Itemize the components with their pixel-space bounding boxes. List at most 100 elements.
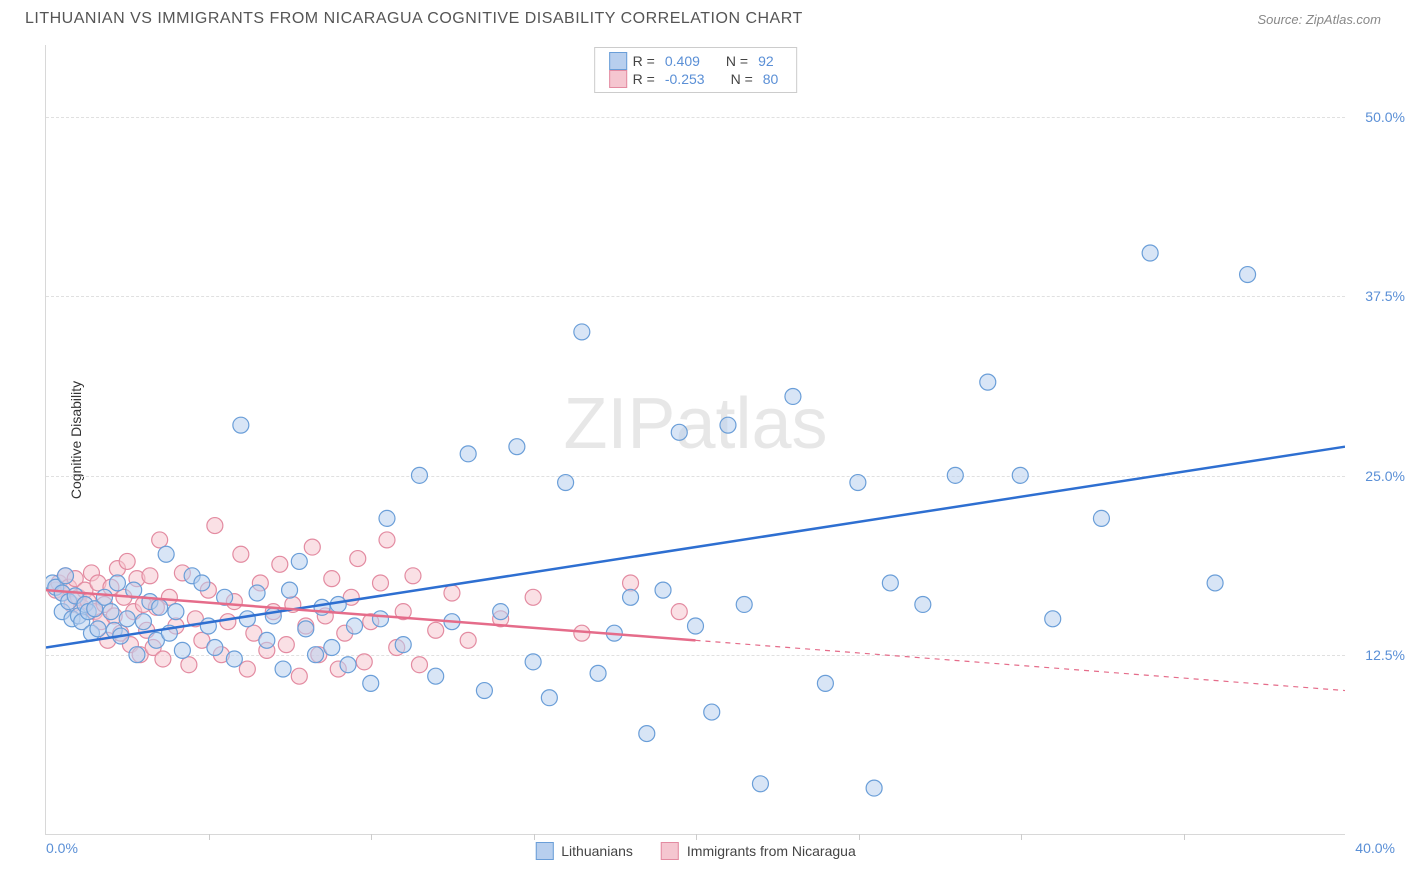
x-tick — [696, 834, 697, 840]
scatter-point — [493, 604, 509, 620]
scatter-point — [129, 647, 145, 663]
scatter-point — [239, 661, 255, 677]
scatter-point — [158, 546, 174, 562]
chart-title: LITHUANIAN VS IMMIGRANTS FROM NICARAGUA … — [25, 10, 803, 28]
scatter-point — [90, 621, 106, 637]
scatter-point — [428, 622, 444, 638]
scatter-point — [363, 675, 379, 691]
scatter-point — [509, 439, 525, 455]
scatter-point — [291, 553, 307, 569]
x-tick — [209, 834, 210, 840]
scatter-point — [525, 589, 541, 605]
scatter-point — [152, 599, 168, 615]
scatter-point — [460, 446, 476, 462]
scatter-point — [574, 324, 590, 340]
scatter-point — [736, 596, 752, 612]
scatter-point — [152, 532, 168, 548]
scatter-point — [249, 585, 265, 601]
scatter-point — [444, 585, 460, 601]
scatter-point — [324, 640, 340, 656]
scatter-point — [109, 575, 125, 591]
chart-area: Cognitive Disability ZIPatlas R = 0.409 … — [45, 45, 1345, 835]
scatter-point — [207, 640, 223, 656]
scatter-point — [259, 632, 275, 648]
swatch-series-a — [609, 52, 627, 70]
scatter-point — [623, 589, 639, 605]
scatter-point — [590, 665, 606, 681]
x-tick — [1021, 834, 1022, 840]
scatter-point — [720, 417, 736, 433]
scatter-point — [411, 467, 427, 483]
swatch-bottom-a — [535, 842, 553, 860]
scatter-point — [340, 657, 356, 673]
scatter-point — [135, 614, 151, 630]
scatter-point — [272, 556, 288, 572]
scatter-point — [1045, 611, 1061, 627]
scatter-point — [298, 621, 314, 637]
scatter-point — [103, 604, 119, 620]
scatter-point — [671, 424, 687, 440]
plot-area: ZIPatlas R = 0.409 N = 92 R = -0.253 N =… — [45, 45, 1345, 835]
y-tick-label: 25.0% — [1365, 468, 1405, 484]
legend-bottom: Lithuanians Immigrants from Nicaragua — [535, 842, 855, 860]
scatter-point — [174, 642, 190, 658]
scatter-point — [1207, 575, 1223, 591]
scatter-point — [119, 611, 135, 627]
y-tick-label: 12.5% — [1365, 647, 1405, 663]
scatter-point — [558, 475, 574, 491]
scatter-point — [119, 553, 135, 569]
scatter-point — [1012, 467, 1028, 483]
scatter-point — [308, 647, 324, 663]
scatter-point — [278, 637, 294, 653]
scatter-point — [96, 589, 112, 605]
plot-svg — [46, 45, 1345, 834]
scatter-point — [207, 518, 223, 534]
scatter-point — [671, 604, 687, 620]
scatter-point — [1093, 510, 1109, 526]
scatter-point — [752, 776, 768, 792]
legend-stats-row-a: R = 0.409 N = 92 — [609, 52, 783, 70]
scatter-point — [1142, 245, 1158, 261]
chart-source: Source: ZipAtlas.com — [1257, 12, 1381, 27]
scatter-point — [850, 475, 866, 491]
scatter-point — [541, 690, 557, 706]
scatter-point — [324, 571, 340, 587]
scatter-point — [181, 657, 197, 673]
scatter-point — [239, 611, 255, 627]
legend-item-a: Lithuanians — [535, 842, 633, 860]
swatch-bottom-b — [661, 842, 679, 860]
chart-header: LITHUANIAN VS IMMIGRANTS FROM NICARAGUA … — [0, 0, 1406, 36]
scatter-point — [1240, 267, 1256, 283]
scatter-point — [882, 575, 898, 591]
y-tick-label: 37.5% — [1365, 288, 1405, 304]
scatter-point — [395, 637, 411, 653]
scatter-point — [379, 532, 395, 548]
legend-stats-row-b: R = -0.253 N = 80 — [609, 70, 783, 88]
scatter-point — [220, 614, 236, 630]
x-tick — [371, 834, 372, 840]
scatter-point — [623, 575, 639, 591]
scatter-point — [866, 780, 882, 796]
scatter-point — [142, 568, 158, 584]
scatter-point — [688, 618, 704, 634]
scatter-point — [785, 388, 801, 404]
scatter-point — [356, 654, 372, 670]
scatter-point — [379, 510, 395, 526]
scatter-point — [330, 596, 346, 612]
scatter-point — [226, 651, 242, 667]
scatter-point — [57, 568, 73, 584]
scatter-point — [639, 726, 655, 742]
scatter-point — [704, 704, 720, 720]
scatter-point — [980, 374, 996, 390]
scatter-point — [817, 675, 833, 691]
scatter-point — [350, 551, 366, 567]
scatter-point — [291, 668, 307, 684]
scatter-point — [525, 654, 541, 670]
legend-item-b: Immigrants from Nicaragua — [661, 842, 856, 860]
scatter-point — [411, 657, 427, 673]
scatter-point — [233, 417, 249, 433]
x-tick-min: 0.0% — [46, 840, 78, 856]
scatter-point — [233, 546, 249, 562]
scatter-point — [915, 596, 931, 612]
scatter-point — [372, 575, 388, 591]
